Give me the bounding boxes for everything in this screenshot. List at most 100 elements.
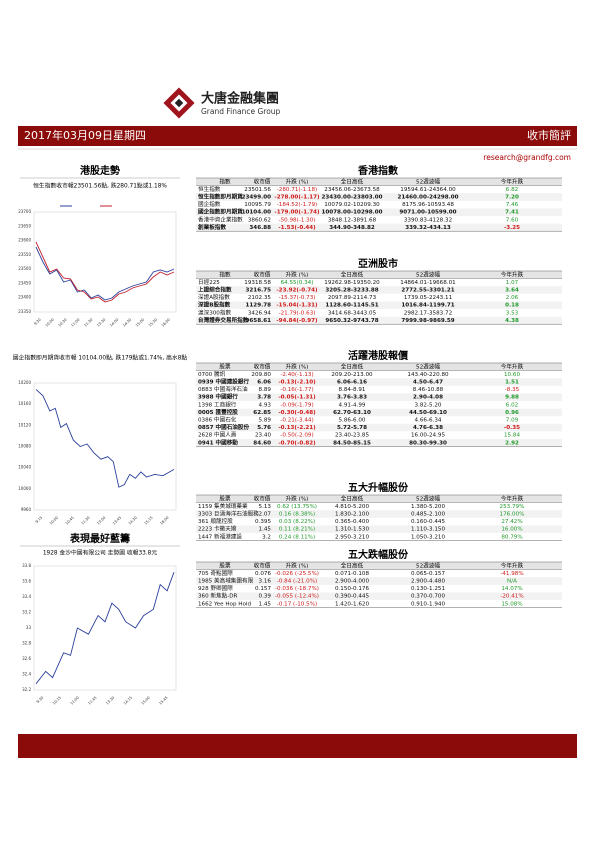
table-header: 52週波幅 [416,362,440,370]
table-cell: 1159 集美城環藥業 [198,502,248,510]
table-cell: 928 野卿國際 [198,584,233,592]
y-tick-label: 32.8 [22,641,31,646]
table-cell: 3.53 [506,310,519,316]
table-header: 收市價 [254,362,271,370]
chart-caption: 國企指數即月期貨收市報 10104.00點, 跌179點或1.74%, 高水8點 [13,354,188,362]
table-cell: 6.02 [506,402,518,408]
x-tick-label: 15:30 [148,317,159,328]
table-cell: 3848.12-3891.68 [328,217,377,223]
table-cell: -0.13(-2.10) [278,380,316,386]
row-bg [196,577,562,585]
table-cell: 4.76-6.38 [413,425,443,431]
table-cell: 10078.00-10298.00 [321,210,382,216]
table-cell: 1129.78 [246,303,272,309]
x-tick-label: 13:30 [96,317,107,328]
table-cell: 6.82 [506,187,518,193]
table-cell: -0.09(-1.79) [280,402,313,408]
table-cell: 3390.83-4128.32 [404,217,452,223]
y-tick-label: 23400 [18,295,31,300]
x-tick-label: 10:00 [49,515,60,526]
y-tick-label: 23550 [18,252,31,257]
x-tick-label: 11:45 [87,696,97,706]
table-cell: 0.18 [505,303,519,309]
table-cell: 1.110-3.150 [411,527,445,533]
table-cell: 0005 匯豐控股 [198,408,238,416]
y-tick-label: 10040 [18,465,31,470]
row-bg [196,408,562,417]
table-cell: 創業板指數 [198,223,226,231]
table-cell: 10104.00 [242,210,271,216]
table-cell: 23499.00 [242,195,271,201]
table-cell: 0.62 (13.75%) [277,504,317,510]
x-tick-label: 13:45 [112,516,122,526]
table-cell: 6.06-6.16 [337,380,367,386]
chart-frame [33,382,177,511]
table-cell: 0700 騰訊 [198,370,226,378]
table-cell: -278.00(-1.17) [274,195,320,201]
x-tick-label: 11:30 [83,317,94,328]
table-cell: -94.84(-0.97) [276,318,318,324]
table-cell: 0.065-0.157 [411,571,445,577]
table-cell: 國企指數 [198,200,221,208]
section-title: 五大升幅股份 [348,481,409,494]
y-tick-label: 33.2 [22,610,31,615]
table-cell: 3.64 [505,288,519,294]
chart-frame [33,565,177,691]
table-cell: -0.036 (-18.7%) [275,586,319,592]
section-title: 五大跌幅股份 [348,548,409,561]
y-tick-label: 32.4 [22,672,31,677]
table-header-bg [196,178,562,186]
row-bg [196,316,562,325]
table-cell: 6.06 [257,380,271,386]
table-cell: N/A [507,579,517,585]
table-cell: 4.66-6.34 [415,418,442,424]
table-cell: 3.78 [257,395,271,401]
table-cell: 10079.02-10209.30 [324,202,380,208]
table-cell: 深證B股指數 [198,301,231,309]
y-tick-label: 33.6 [22,579,31,584]
table-cell: -0.17 (-10.5%) [277,601,317,607]
table-cell: -184.52(-1.79) [277,202,317,208]
table-header: 股票 [219,562,231,569]
table-cell: 0.11 (8.21%) [279,527,315,533]
row-bg [196,393,562,401]
x-tick-label: 10:30 [58,317,69,328]
x-tick-label: 13:30 [105,695,116,706]
table-cell: 44.50-69.10 [409,410,447,416]
table-cell: 恒生指數 [198,185,221,193]
header-bar [18,126,577,146]
table-cell: 62.85 [253,410,271,416]
table-cell: 2.90-4.08 [413,395,443,401]
x-tick-label: 11:00 [70,695,81,706]
table-cell: 80.30-99.30 [409,440,447,446]
table-cell: 9071.00-10599.00 [399,210,456,216]
table-cell: -0.30(-0.48) [278,410,316,416]
table-cell: 2102.35 [248,295,272,301]
table-cell: 0939 中國建設銀行 [198,378,249,386]
table-header: 今年升跌 [501,362,524,370]
logo-mark [174,98,184,108]
row-bg [196,301,562,309]
table-cell: 14864.01-19668.01 [400,280,456,286]
table-cell: 0.96 [505,410,519,416]
table-cell: 滬深300指數 [198,308,231,316]
table-cell: 5.13 [259,504,272,510]
x-tick-label: 11:30 [80,515,91,526]
table-cell: 7.20 [505,195,519,201]
table-header: 52週波幅 [416,177,440,185]
x-tick-label: 10:45 [65,516,75,526]
table-cell: -1.53(-0.44) [278,225,316,231]
table-cell: 1.420-1.620 [335,601,369,607]
table-cell: 8.84-8.91 [339,387,366,393]
table-cell: 1.830-2.100 [335,512,369,518]
table-cell: 1.45 [259,601,272,607]
table-cell: 7.41 [505,210,519,216]
x-tick-label: 14:15 [123,696,133,706]
y-tick-label: 9960 [21,507,32,512]
table-cell: 1447 新福港建設 [198,532,242,540]
table-header: 全日高低 [341,177,364,185]
table-cell: -0.21(-3.44) [280,418,313,424]
y-tick-label: 33.4 [22,594,31,599]
table-cell: 84.50-85.15 [333,440,371,446]
